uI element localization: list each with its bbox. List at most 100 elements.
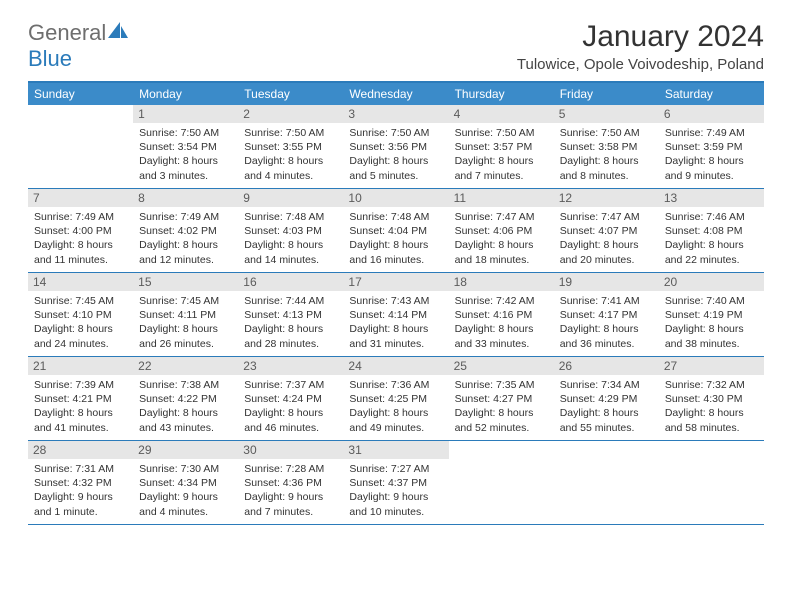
day-number: 17 xyxy=(343,273,448,291)
day-cell: 25 Sunrise: 7:35 AMSunset: 4:27 PMDayligh… xyxy=(449,357,554,440)
day-number: 2 xyxy=(238,105,343,123)
day-details: Sunrise: 7:50 AMSunset: 3:58 PMDaylight:… xyxy=(560,126,653,183)
day-number: 9 xyxy=(238,189,343,207)
day-number: 15 xyxy=(133,273,238,291)
day-number: 16 xyxy=(238,273,343,291)
location: Tulowice, Opole Voivodeship, Poland xyxy=(517,56,764,73)
day-number: 12 xyxy=(554,189,659,207)
day-cell: 17 Sunrise: 7:43 AMSunset: 4:14 PMDayligh… xyxy=(343,273,448,356)
day-header-row: SundayMondayTuesdayWednesdayThursdayFrid… xyxy=(28,83,764,105)
day-details: Sunrise: 7:47 AMSunset: 4:07 PMDaylight:… xyxy=(560,210,653,267)
day-details: Sunrise: 7:43 AMSunset: 4:14 PMDaylight:… xyxy=(349,294,442,351)
month-title: January 2024 xyxy=(517,20,764,54)
day-details: Sunrise: 7:40 AMSunset: 4:19 PMDaylight:… xyxy=(665,294,758,351)
day-details: Sunrise: 7:32 AMSunset: 4:30 PMDaylight:… xyxy=(665,378,758,435)
day-cell: 16Sunrise: 7:44 AMSunset: 4:13 PMDayligh… xyxy=(238,273,343,356)
day-cell: 29 Sunrise: 7:30 AMSunset: 4:34 PMDayligh… xyxy=(133,441,238,524)
day-header-cell: Saturday xyxy=(659,83,764,105)
day-number: 25 xyxy=(449,357,554,375)
day-number: 20 xyxy=(659,273,764,291)
day-cell: 21 Sunrise: 7:39 AMSunset: 4:21 PMDayligh… xyxy=(28,357,133,440)
day-number: 13 xyxy=(659,189,764,207)
week-row: 1Sunrise: 7:50 AMSunset: 3:54 PMDaylight… xyxy=(28,105,764,189)
day-cell: 15 Sunrise: 7:45 AMSunset: 4:11 PMDayligh… xyxy=(133,273,238,356)
day-number: 21 xyxy=(28,357,133,375)
day-cell: 9 Sunrise: 7:48 AMSunset: 4:03 PMDaylight… xyxy=(238,189,343,272)
day-cell: 6 Sunrise: 7:49 AMSunset: 3:59 PMDaylight… xyxy=(659,105,764,188)
day-details: Sunrise: 7:50 AMSunset: 3:54 PMDaylight:… xyxy=(139,126,232,183)
day-number: 7 xyxy=(28,189,133,207)
week-row: 14Sunrise: 7:45 AMSunset: 4:10 PMDayligh… xyxy=(28,273,764,357)
day-details: Sunrise: 7:27 AMSunset: 4:37 PMDaylight:… xyxy=(349,462,442,519)
day-cell: 5 Sunrise: 7:50 AMSunset: 3:58 PMDaylight… xyxy=(554,105,659,188)
day-cell xyxy=(659,441,764,524)
logo-text-2: Blue xyxy=(28,46,72,71)
logo-sail-icon xyxy=(108,20,128,45)
day-cell: 14Sunrise: 7:45 AMSunset: 4:10 PMDayligh… xyxy=(28,273,133,356)
day-number: 30 xyxy=(238,441,343,459)
day-details: Sunrise: 7:50 AMSunset: 3:55 PMDaylight:… xyxy=(244,126,337,183)
day-number: 11 xyxy=(449,189,554,207)
day-cell: 18 Sunrise: 7:42 AMSunset: 4:16 PMDayligh… xyxy=(449,273,554,356)
day-cell: 19Sunrise: 7:41 AMSunset: 4:17 PMDayligh… xyxy=(554,273,659,356)
day-details: Sunrise: 7:34 AMSunset: 4:29 PMDaylight:… xyxy=(560,378,653,435)
day-cell xyxy=(554,441,659,524)
day-number: 28 xyxy=(28,441,133,459)
day-cell: 4Sunrise: 7:50 AMSunset: 3:57 PMDaylight… xyxy=(449,105,554,188)
day-details: Sunrise: 7:38 AMSunset: 4:22 PMDaylight:… xyxy=(139,378,232,435)
day-details: Sunrise: 7:48 AMSunset: 4:04 PMDaylight:… xyxy=(349,210,442,267)
day-number: 6 xyxy=(659,105,764,123)
day-details: Sunrise: 7:42 AMSunset: 4:16 PMDaylight:… xyxy=(455,294,548,351)
day-cell: 23Sunrise: 7:37 AMSunset: 4:24 PMDayligh… xyxy=(238,357,343,440)
day-details: Sunrise: 7:41 AMSunset: 4:17 PMDaylight:… xyxy=(560,294,653,351)
day-cell: 22 Sunrise: 7:38 AMSunset: 4:22 PMDayligh… xyxy=(133,357,238,440)
day-details: Sunrise: 7:49 AMSunset: 3:59 PMDaylight:… xyxy=(665,126,758,183)
day-details: Sunrise: 7:36 AMSunset: 4:25 PMDaylight:… xyxy=(349,378,442,435)
day-number: 27 xyxy=(659,357,764,375)
day-cell: 11 Sunrise: 7:47 AMSunset: 4:06 PMDayligh… xyxy=(449,189,554,272)
day-details: Sunrise: 7:49 AMSunset: 4:00 PMDaylight:… xyxy=(34,210,127,267)
day-header-cell: Monday xyxy=(133,83,238,105)
day-number: 29 xyxy=(133,441,238,459)
day-number: 4 xyxy=(449,105,554,123)
calendar: SundayMondayTuesdayWednesdayThursdayFrid… xyxy=(28,81,764,525)
day-details: Sunrise: 7:35 AMSunset: 4:27 PMDaylight:… xyxy=(455,378,548,435)
day-details: Sunrise: 7:48 AMSunset: 4:03 PMDaylight:… xyxy=(244,210,337,267)
day-number: 24 xyxy=(343,357,448,375)
day-details: Sunrise: 7:30 AMSunset: 4:34 PMDaylight:… xyxy=(139,462,232,519)
day-cell: 31Sunrise: 7:27 AMSunset: 4:37 PMDayligh… xyxy=(343,441,448,524)
day-cell xyxy=(28,105,133,188)
day-cell: 3 Sunrise: 7:50 AMSunset: 3:56 PMDaylight… xyxy=(343,105,448,188)
day-details: Sunrise: 7:49 AMSunset: 4:02 PMDaylight:… xyxy=(139,210,232,267)
day-details: Sunrise: 7:45 AMSunset: 4:11 PMDaylight:… xyxy=(139,294,232,351)
day-number: 18 xyxy=(449,273,554,291)
day-details: Sunrise: 7:46 AMSunset: 4:08 PMDaylight:… xyxy=(665,210,758,267)
day-header-cell: Wednesday xyxy=(343,83,448,105)
day-header-cell: Thursday xyxy=(449,83,554,105)
day-header-cell: Sunday xyxy=(28,83,133,105)
day-details: Sunrise: 7:31 AMSunset: 4:32 PMDaylight:… xyxy=(34,462,127,519)
day-details: Sunrise: 7:28 AMSunset: 4:36 PMDaylight:… xyxy=(244,462,337,519)
header: General Blue January 2024 Tulowice, Opol… xyxy=(28,20,764,73)
day-number: 22 xyxy=(133,357,238,375)
day-cell: 20 Sunrise: 7:40 AMSunset: 4:19 PMDayligh… xyxy=(659,273,764,356)
day-details: Sunrise: 7:45 AMSunset: 4:10 PMDaylight:… xyxy=(34,294,127,351)
day-cell xyxy=(449,441,554,524)
day-cell: 10 Sunrise: 7:48 AMSunset: 4:04 PMDayligh… xyxy=(343,189,448,272)
day-cell: 12 Sunrise: 7:47 AMSunset: 4:07 PMDayligh… xyxy=(554,189,659,272)
day-number: 3 xyxy=(343,105,448,123)
day-number: 10 xyxy=(343,189,448,207)
day-number: 8 xyxy=(133,189,238,207)
day-cell: 2 Sunrise: 7:50 AMSunset: 3:55 PMDaylight… xyxy=(238,105,343,188)
day-details: Sunrise: 7:47 AMSunset: 4:06 PMDaylight:… xyxy=(455,210,548,267)
day-header-cell: Friday xyxy=(554,83,659,105)
day-cell: 7 Sunrise: 7:49 AMSunset: 4:00 PMDaylight… xyxy=(28,189,133,272)
day-number: 26 xyxy=(554,357,659,375)
week-row: 28 Sunrise: 7:31 AMSunset: 4:32 PMDayligh… xyxy=(28,441,764,525)
day-details: Sunrise: 7:50 AMSunset: 3:56 PMDaylight:… xyxy=(349,126,442,183)
day-number: 5 xyxy=(554,105,659,123)
day-cell: 8 Sunrise: 7:49 AMSunset: 4:02 PMDaylight… xyxy=(133,189,238,272)
day-cell: 1Sunrise: 7:50 AMSunset: 3:54 PMDaylight… xyxy=(133,105,238,188)
day-details: Sunrise: 7:39 AMSunset: 4:21 PMDaylight:… xyxy=(34,378,127,435)
logo: General Blue xyxy=(28,20,128,72)
